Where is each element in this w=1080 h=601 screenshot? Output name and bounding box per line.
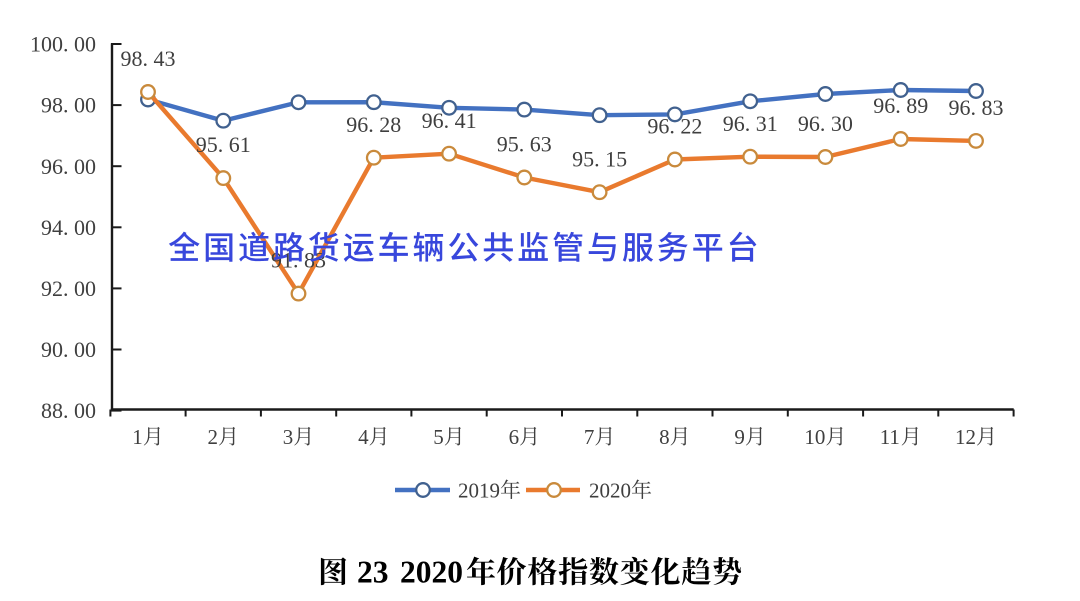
svg-text:1: 1: [132, 425, 143, 449]
svg-text:4: 4: [358, 425, 369, 449]
svg-text:96. 30: 96. 30: [798, 111, 853, 136]
svg-text:100. 00: 100. 00: [30, 32, 96, 57]
svg-text:2: 2: [208, 425, 219, 449]
svg-text:5: 5: [433, 425, 444, 449]
svg-text:95. 63: 95. 63: [497, 132, 552, 157]
svg-text:98. 43: 98. 43: [121, 46, 176, 71]
svg-text:2020: 2020: [400, 555, 463, 590]
svg-text:11: 11: [880, 425, 900, 449]
svg-text:96. 28: 96. 28: [346, 112, 401, 137]
svg-text:96. 22: 96. 22: [647, 114, 702, 139]
svg-text:95. 61: 95. 61: [196, 132, 251, 157]
svg-text:96. 41: 96. 41: [422, 108, 477, 133]
svg-text:3: 3: [283, 425, 294, 449]
svg-text:12: 12: [955, 425, 976, 449]
svg-text:2020: 2020: [589, 478, 631, 502]
svg-text:10: 10: [804, 425, 825, 449]
svg-text:96. 00: 96. 00: [41, 154, 96, 179]
svg-text:96. 83: 96. 83: [949, 95, 1004, 120]
svg-text:98. 00: 98. 00: [41, 93, 96, 118]
svg-text:88. 00: 88. 00: [41, 398, 96, 423]
svg-text:6: 6: [509, 425, 519, 449]
svg-text:2019: 2019: [458, 478, 500, 502]
svg-text:90. 00: 90. 00: [41, 337, 96, 362]
svg-text:92. 00: 92. 00: [41, 276, 96, 301]
svg-text:9: 9: [734, 425, 745, 449]
svg-text:94. 00: 94. 00: [41, 215, 96, 240]
svg-text:7: 7: [584, 425, 595, 449]
svg-text:23: 23: [357, 555, 389, 590]
svg-text:95. 15: 95. 15: [572, 146, 627, 171]
svg-text:96. 31: 96. 31: [723, 111, 778, 136]
svg-text:96. 89: 96. 89: [873, 93, 928, 118]
svg-text:8: 8: [659, 425, 670, 449]
